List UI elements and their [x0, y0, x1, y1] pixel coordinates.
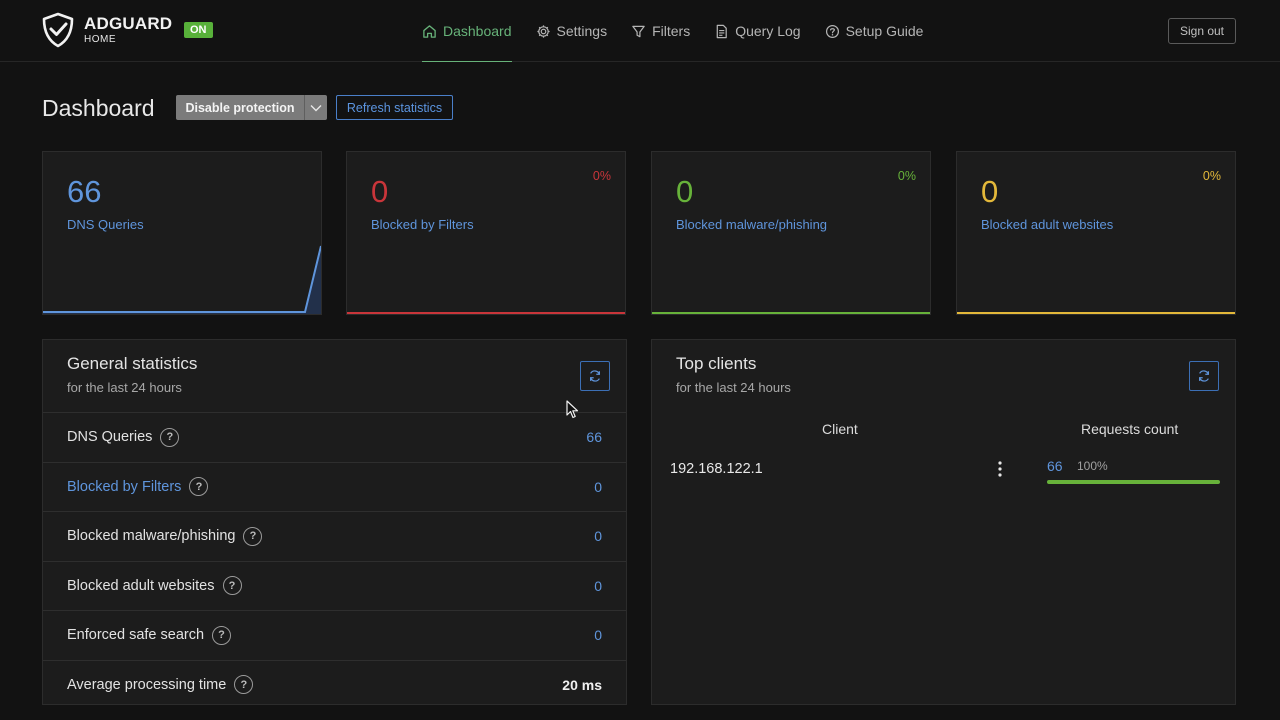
nav-dashboard[interactable]: Dashboard [422, 0, 512, 62]
card-label: Blocked malware/phishing [676, 217, 828, 232]
more-vertical-icon [998, 461, 1002, 477]
card-value: 0 [371, 174, 389, 209]
client-request-count[interactable]: 66 [1047, 458, 1063, 474]
card-label: Blocked by Filters [371, 217, 474, 232]
page-title: Dashboard [42, 95, 155, 121]
logo-name: ADGUARD [84, 14, 173, 33]
card-sparkline [652, 312, 930, 314]
stat-row-blocked-filters: Blocked by Filters ? 0 [43, 461, 626, 512]
dns-queries-sparkline [43, 245, 321, 314]
nav-dashboard-label: Dashboard [443, 23, 512, 39]
client-ip[interactable]: 192.168.122.1 [670, 461, 763, 477]
disable-protection-split-button: Disable protection [176, 95, 327, 120]
nav-setup-guide-label: Setup Guide [845, 23, 924, 39]
card-dns-queries[interactable]: 66 DNS Queries [42, 151, 322, 315]
stat-value[interactable]: 0 [594, 577, 602, 594]
card-blocked-malware[interactable]: 0 Blocked malware/phishing 0% [651, 151, 931, 315]
card-label: DNS Queries [67, 217, 144, 232]
nav-setup-guide[interactable]: Setup Guide [825, 0, 924, 62]
card-percent: 0% [897, 169, 916, 183]
stat-name: Average processing time [67, 676, 227, 693]
stat-name: Blocked malware/phishing [67, 528, 236, 545]
stat-value[interactable]: 0 [594, 627, 602, 644]
stat-value[interactable]: 0 [594, 528, 602, 545]
document-icon [716, 24, 728, 38]
help-icon[interactable]: ? [189, 477, 209, 497]
refresh-top-clients-button[interactable] [1189, 361, 1219, 391]
stat-row-blocked-adult: Blocked adult websites ? 0 [43, 560, 626, 611]
logo-subtitle: HOME [84, 34, 116, 45]
stat-row-blocked-malware: Blocked malware/phishing ? 0 [43, 511, 626, 561]
help-icon[interactable]: ? [222, 576, 242, 596]
top-clients-panel: Top clients for the last 24 hours Client… [651, 339, 1236, 705]
panel-subtitle: for the last 24 hours [67, 380, 182, 395]
protection-status-badge: ON [184, 22, 213, 38]
refresh-icon [1199, 370, 1209, 382]
sign-out-button[interactable]: Sign out [1168, 18, 1236, 44]
client-request-percent: 100% [1077, 459, 1108, 473]
stat-name: Enforced safe search [67, 627, 205, 644]
stat-row-avg-processing-time: Average processing time ? 20 ms [43, 659, 626, 710]
nav-query-log[interactable]: Query Log [714, 0, 801, 62]
card-blocked-filters[interactable]: 0 Blocked by Filters 0% [346, 151, 626, 315]
help-circle-icon [825, 24, 839, 38]
card-label: Blocked adult websites [981, 217, 1114, 232]
refresh-general-stats-button[interactable] [580, 361, 610, 391]
panel-subtitle: for the last 24 hours [676, 380, 791, 395]
stat-value[interactable]: 0 [594, 478, 602, 495]
nav-query-log-label: Query Log [735, 23, 801, 39]
disable-protection-dropdown[interactable] [304, 95, 327, 120]
help-icon[interactable]: ? [234, 675, 254, 695]
card-value: 0 [676, 174, 694, 209]
card-percent: 0% [1202, 169, 1221, 183]
column-header-requests[interactable]: Requests count [1081, 421, 1179, 437]
help-icon[interactable]: ? [212, 625, 232, 645]
stat-value: 20 ms [562, 676, 602, 693]
stat-value[interactable]: 66 [586, 429, 602, 446]
filter-icon [632, 25, 645, 37]
general-stats-list: DNS Queries ? 66 Blocked by Filters ? 0 … [43, 412, 626, 709]
main-nav: Dashboard Settings Filters Query Log Set… [422, 0, 947, 62]
stat-row-dns-queries: DNS Queries ? 66 [43, 412, 626, 462]
client-request-bar-fill [1047, 480, 1220, 484]
panel-title: Top clients [676, 354, 757, 373]
refresh-statistics-button[interactable]: Refresh statistics [336, 95, 453, 120]
client-actions-menu[interactable] [996, 458, 1004, 480]
help-icon[interactable]: ? [243, 526, 263, 546]
shield-check-icon [42, 12, 74, 48]
refresh-icon [590, 370, 600, 382]
card-sparkline [957, 312, 1235, 314]
home-icon [423, 24, 436, 38]
card-value: 0 [981, 174, 999, 209]
stat-row-safe-search: Enforced safe search ? 0 [43, 610, 626, 660]
stat-name: Blocked adult websites [67, 577, 215, 594]
nav-settings-label: Settings [556, 23, 608, 39]
stat-name-link[interactable]: Blocked by Filters [67, 478, 182, 495]
help-icon[interactable]: ? [160, 427, 180, 447]
panel-title: General statistics [67, 354, 198, 373]
stat-name: DNS Queries [67, 429, 153, 446]
card-sparkline [347, 312, 625, 314]
chevron-down-icon [310, 104, 322, 111]
card-blocked-adult[interactable]: 0 Blocked adult websites 0% [956, 151, 1236, 315]
disable-protection-button[interactable]: Disable protection [176, 95, 304, 120]
general-statistics-panel: General statistics for the last 24 hours… [42, 339, 627, 705]
adguard-logo[interactable]: ADGUARD HOME [41, 12, 172, 48]
column-header-client[interactable]: Client [822, 421, 858, 437]
top-header: ADGUARD HOME ON Dashboard Settings Filte… [0, 0, 1280, 62]
nav-filters[interactable]: Filters [631, 0, 690, 62]
mouse-cursor-icon [566, 400, 579, 419]
client-request-bar [1047, 480, 1220, 484]
nav-filters-label: Filters [652, 23, 691, 39]
gear-icon [536, 24, 550, 38]
nav-settings[interactable]: Settings [536, 0, 608, 62]
card-percent: 0% [592, 169, 611, 183]
card-value: 66 [67, 174, 102, 209]
